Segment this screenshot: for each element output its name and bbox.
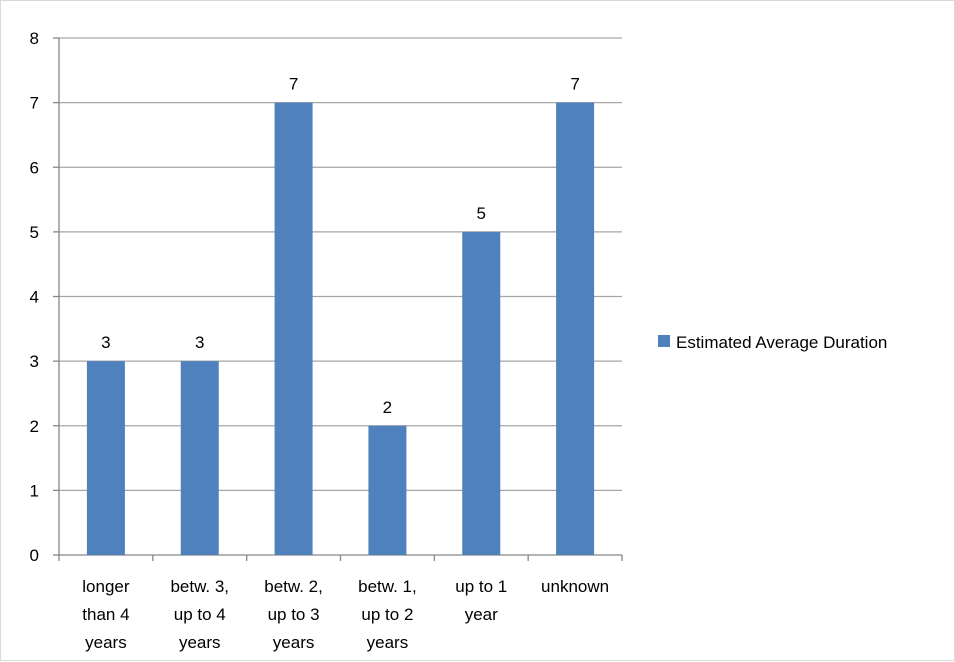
bar [368,425,407,555]
data-label: 3 [195,333,204,352]
legend-swatch [658,335,670,347]
y-tick-label: 3 [30,352,39,371]
y-tick-label: 0 [30,546,39,565]
x-tick-label: longer than 4 years [82,577,130,652]
data-label: 5 [477,204,486,223]
data-labels: 3 3 7 2 5 7 [101,75,580,417]
y-tick-label: 7 [30,94,39,113]
x-tick-label: betw. 2, up to 3 years [264,577,323,652]
gridlines [59,37,622,492]
x-tick-label: betw. 3, up to 4 years [170,577,229,652]
y-tick-label: 2 [30,417,39,436]
x-tick-label: up to 1 year [455,577,507,624]
data-label: 3 [101,333,110,352]
data-label: 7 [289,75,298,94]
y-tick-label: 5 [30,223,39,242]
data-label: 2 [383,398,392,417]
legend: Estimated Average Duration [658,333,887,352]
y-tick-label: 1 [30,481,39,500]
y-tick-label: 6 [30,158,39,177]
data-label: 7 [570,75,579,94]
legend-label: Estimated Average Duration [676,333,887,352]
y-tick-label: 8 [30,29,39,48]
x-tick-label: betw. 1, up to 2 years [358,577,417,652]
bar [274,102,313,555]
bar [180,361,219,555]
bars [86,102,595,555]
bar [556,102,595,555]
y-tick-label: 4 [30,288,39,307]
axes: 0 1 2 3 4 5 6 7 8 longer than 4 years betw. 3, up to … [30,29,623,652]
bar [462,231,501,555]
x-tick-label: unknown [541,577,609,596]
bar [86,361,125,555]
